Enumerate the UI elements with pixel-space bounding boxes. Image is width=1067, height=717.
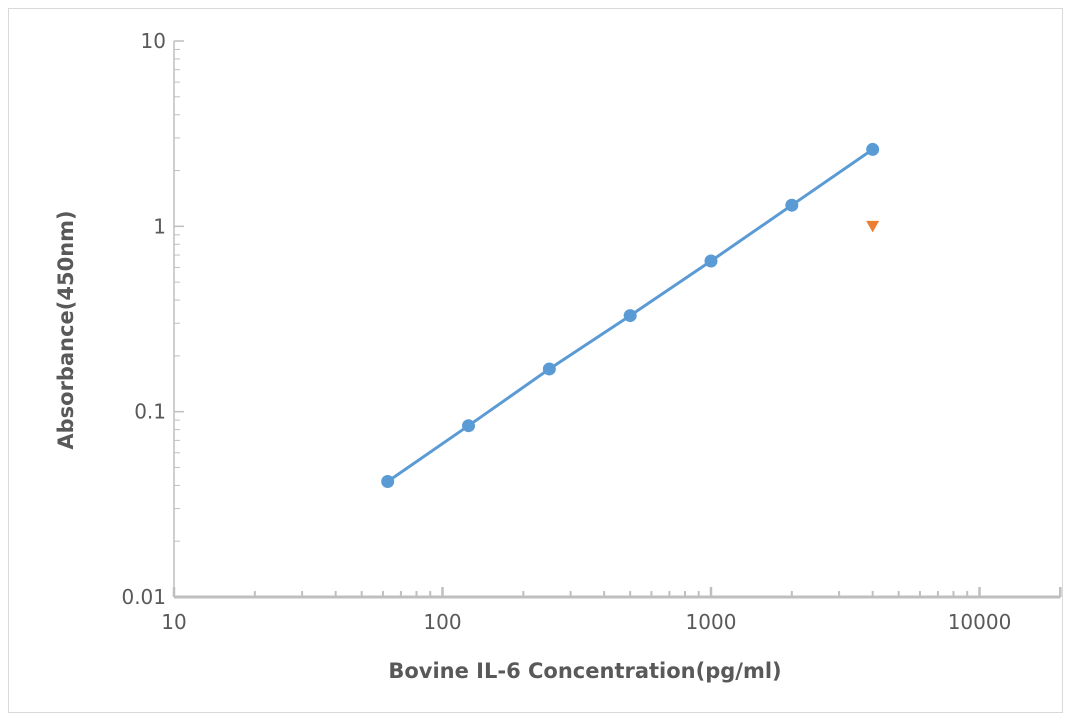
x-tick-label: 100 (423, 610, 461, 634)
y-axis-minor-ticks (174, 48, 180, 542)
y-tick-label: 10 (141, 29, 166, 53)
data-point (381, 474, 395, 488)
y-axis-ticks: 0.01 0.1 1 10 (121, 29, 184, 609)
data-point (704, 254, 718, 268)
y-tick-label: 0.1 (134, 400, 166, 424)
data-point (785, 198, 799, 212)
data-point (623, 309, 637, 323)
x-tick-label: 1000 (686, 610, 737, 634)
data-point (462, 419, 476, 433)
series-0 (381, 142, 880, 488)
y-tick-label: 0.01 (121, 585, 166, 609)
series-layer (381, 142, 880, 488)
data-point (542, 362, 556, 376)
x-tick-label: 10000 (948, 610, 1012, 634)
y-axis-title: Absorbance(450nm) (54, 210, 78, 449)
series-1 (866, 220, 880, 233)
data-point (866, 142, 880, 156)
y-tick-label: 1 (153, 214, 166, 238)
x-axis-ticks: 10 100 1000 10000 (161, 587, 1062, 634)
x-axis-title: Bovine IL-6 Concentration(pg/ml) (388, 659, 781, 683)
x-tick-label: 10 (161, 610, 186, 634)
data-point (866, 220, 880, 233)
